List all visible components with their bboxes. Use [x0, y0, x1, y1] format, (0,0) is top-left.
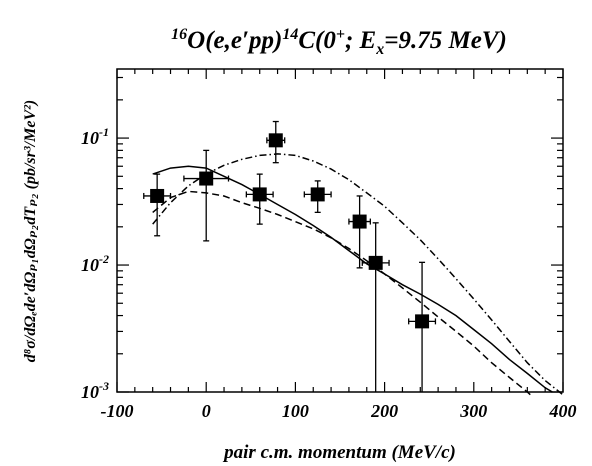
- data-point: [408, 261, 437, 392]
- x-axis-tick-labels: -100 0 100 200 300 400: [101, 401, 577, 421]
- data-point: [303, 180, 332, 214]
- data-point: [245, 173, 274, 225]
- data-point: [266, 120, 286, 164]
- data-point: [183, 149, 230, 242]
- data-point: [361, 222, 390, 392]
- y-axis-ticks: [117, 76, 563, 393]
- title-part-main: O(e,e′pp): [187, 27, 282, 54]
- x-axis-label: pair c.m. momentum (MeV/c): [222, 442, 456, 463]
- square-marker: [199, 171, 214, 186]
- x-tick-label: 400: [549, 401, 577, 421]
- x-tick-label: 0: [202, 401, 211, 421]
- x-tick-label: 200: [370, 401, 398, 421]
- y-axis-label: d⁸σ/dΩₑde′dΩₚ₁dΩₚ₂dTₚ₂ (pb/sr³/MeV²): [22, 100, 39, 363]
- square-marker: [352, 214, 367, 229]
- title-superscript-14: 14: [282, 26, 298, 43]
- data-point: [348, 195, 371, 269]
- curve-solid: [152, 165, 553, 393]
- y-tick-label: 10-1: [81, 125, 109, 148]
- title-part-end: =9.75 MeV): [384, 27, 507, 54]
- curve-dashed: [152, 190, 533, 397]
- theory-curves: [152, 153, 564, 397]
- title-part-after: C(0: [298, 27, 336, 54]
- plot-frame: [116, 68, 564, 393]
- curve-dash-dot: [152, 153, 564, 396]
- square-marker: [268, 133, 283, 148]
- title-part-rest: ; E: [345, 27, 376, 54]
- data-point: [143, 173, 172, 237]
- x-tick-label: -100: [101, 401, 134, 421]
- square-marker: [150, 188, 165, 203]
- chart-title: 16O(e,e′pp)14C(0+; Ex=9.75 MeV): [171, 26, 507, 58]
- y-tick-label: 10-2: [81, 252, 109, 275]
- square-marker: [252, 187, 267, 202]
- title-superscript-plus: +: [336, 26, 345, 43]
- square-marker: [368, 255, 383, 270]
- y-axis-tick-labels: 10-3 10-2 10-1: [81, 125, 109, 402]
- square-marker: [310, 187, 325, 202]
- data-points: [143, 120, 437, 392]
- x-tick-label: 300: [459, 401, 487, 421]
- title-superscript-16: 16: [171, 26, 187, 43]
- x-tick-label: 100: [282, 401, 309, 421]
- y-tick-label: 10-3: [81, 379, 109, 402]
- title-subscript-x: x: [375, 41, 384, 58]
- x-axis-ticks: [116, 69, 564, 392]
- square-marker: [415, 314, 430, 329]
